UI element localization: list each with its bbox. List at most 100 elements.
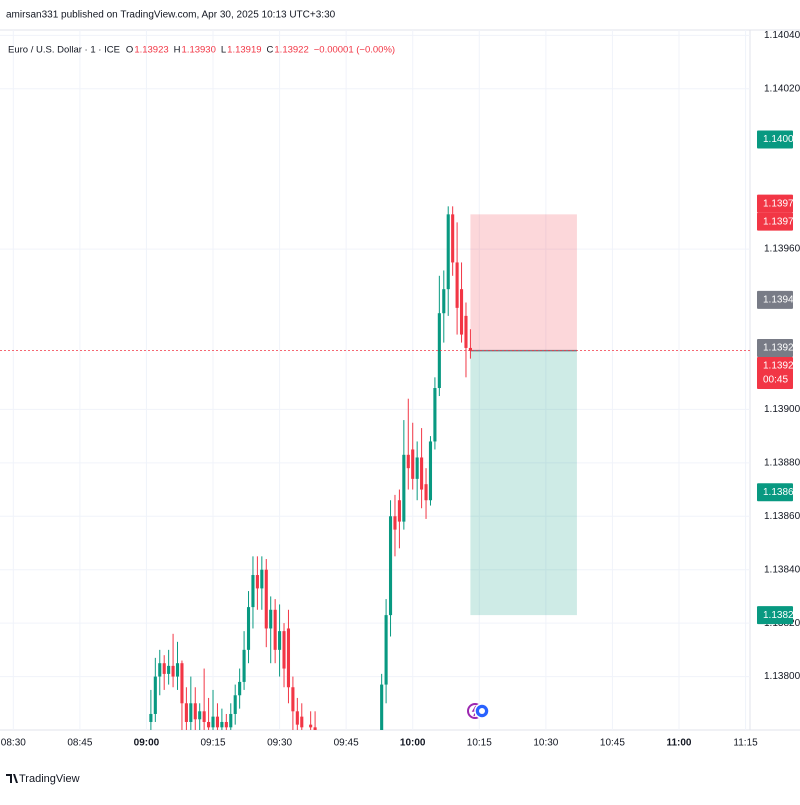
y-tick-label: 1.13860 <box>764 511 800 522</box>
candle-body <box>468 347 472 351</box>
x-tick-label: 09:15 <box>201 738 226 749</box>
ohlc-value: 1.13922 <box>274 45 308 56</box>
candle-body <box>406 454 410 469</box>
flag <box>479 708 485 714</box>
candle-body <box>162 663 166 674</box>
price-label-box <box>757 338 793 357</box>
price-label: 1.13922 <box>763 361 800 372</box>
candle-body <box>393 516 397 530</box>
ohlc-value: 1.13919 <box>227 45 261 56</box>
ohlc-key: H <box>174 45 181 56</box>
candle-body <box>411 449 415 479</box>
candle-body <box>455 262 459 308</box>
candle-body <box>238 681 242 696</box>
candle-body <box>198 711 202 720</box>
candle-body <box>215 716 220 728</box>
candle-body <box>220 721 224 728</box>
grid <box>0 30 750 730</box>
candle-body <box>242 649 246 682</box>
symbol-title: Euro / U.S. Dollar · 1 · ICE <box>8 45 120 56</box>
candle-body <box>459 289 464 335</box>
ohlc-key: L <box>221 45 226 56</box>
x-tick-label: 09:45 <box>334 738 359 749</box>
price-label-box <box>757 483 793 502</box>
candle-body <box>189 703 193 722</box>
y-tick-label: 1.13960 <box>764 244 800 255</box>
event-icons <box>467 703 490 719</box>
ohlc-value: 1.13930 <box>182 45 216 56</box>
price-label-box <box>757 290 793 309</box>
x-tick-label: 11:00 <box>666 738 691 749</box>
x-tick-label: 11:15 <box>733 738 758 749</box>
countdown: 00:45 <box>763 375 788 386</box>
candle-body <box>149 713 153 722</box>
candle-body <box>433 388 437 442</box>
x-tick-label: 08:45 <box>67 738 92 749</box>
candle-body <box>229 713 233 728</box>
candle-body <box>269 609 273 629</box>
x-tick-label: 08:30 <box>1 738 26 749</box>
ohlc-key: O <box>126 45 133 56</box>
candle-body <box>402 454 406 522</box>
candle-body <box>420 457 424 490</box>
price-label: 1.13869 <box>763 487 800 498</box>
candle-body <box>153 676 157 714</box>
candle-body <box>233 695 237 714</box>
candle-body <box>207 721 211 728</box>
x-tick-label: 10:15 <box>467 738 492 749</box>
candle-body <box>158 663 162 677</box>
candle-body <box>211 716 215 728</box>
position-tool <box>470 214 577 616</box>
x-tick-label: 09:30 <box>267 738 292 749</box>
candle-body <box>313 727 317 730</box>
price-label: 1.13973 <box>763 216 800 227</box>
candle-body <box>264 569 268 629</box>
axes: 1.14040 1.14020 1.13960 1.13900 1.13880 1.138… <box>1 30 800 749</box>
candle-body <box>202 711 206 722</box>
price-label: 1.14001 <box>763 134 800 145</box>
candle-body <box>442 289 446 314</box>
candle-body <box>278 631 282 650</box>
candles <box>0 206 750 730</box>
price-label-box <box>757 194 793 213</box>
price-label: 1.13923 <box>763 343 800 354</box>
y-tick-label: 1.14020 <box>764 83 800 94</box>
y-tick-label: 1.13840 <box>764 564 800 575</box>
candle-body <box>184 703 188 722</box>
candle-body <box>424 484 428 501</box>
x-tick-label: 10:00 <box>400 738 426 749</box>
brand: TradingView <box>19 773 80 785</box>
logo <box>6 774 18 783</box>
ohlc-key: C <box>267 45 274 56</box>
price-label: 1.13941 <box>763 294 800 305</box>
legend: Euro / U.S. Dollar · 1 · ICE <box>8 45 120 56</box>
candle-body <box>446 214 450 290</box>
y-tick-label: 1.14040 <box>764 30 800 41</box>
candle-body <box>428 441 433 501</box>
candle-body <box>388 516 393 616</box>
candle-body <box>451 214 455 263</box>
price-label: 1.13823 <box>763 610 800 621</box>
y-tick-label: 1.13880 <box>764 457 800 468</box>
candle-body <box>397 500 401 522</box>
price-label-box <box>757 130 793 149</box>
change: −0.00001 (−0.00%) <box>314 45 395 56</box>
candle-body <box>260 569 264 589</box>
candle-body <box>255 575 259 589</box>
x-tick-label: 10:45 <box>600 738 625 749</box>
price-label-box <box>757 356 793 389</box>
candle-body <box>286 628 291 688</box>
candle-body <box>384 615 388 685</box>
price-label-box <box>757 212 793 231</box>
candle-body <box>171 665 175 677</box>
footer-logo: TradingView <box>6 773 80 785</box>
x-tick-label: 10:30 <box>533 738 558 749</box>
stop-zone <box>470 214 577 351</box>
x-tick-label: 09:00 <box>134 738 160 749</box>
candle-body <box>380 684 384 730</box>
candle-body <box>464 315 468 348</box>
candle-body <box>282 631 286 669</box>
candle-body <box>251 575 255 608</box>
